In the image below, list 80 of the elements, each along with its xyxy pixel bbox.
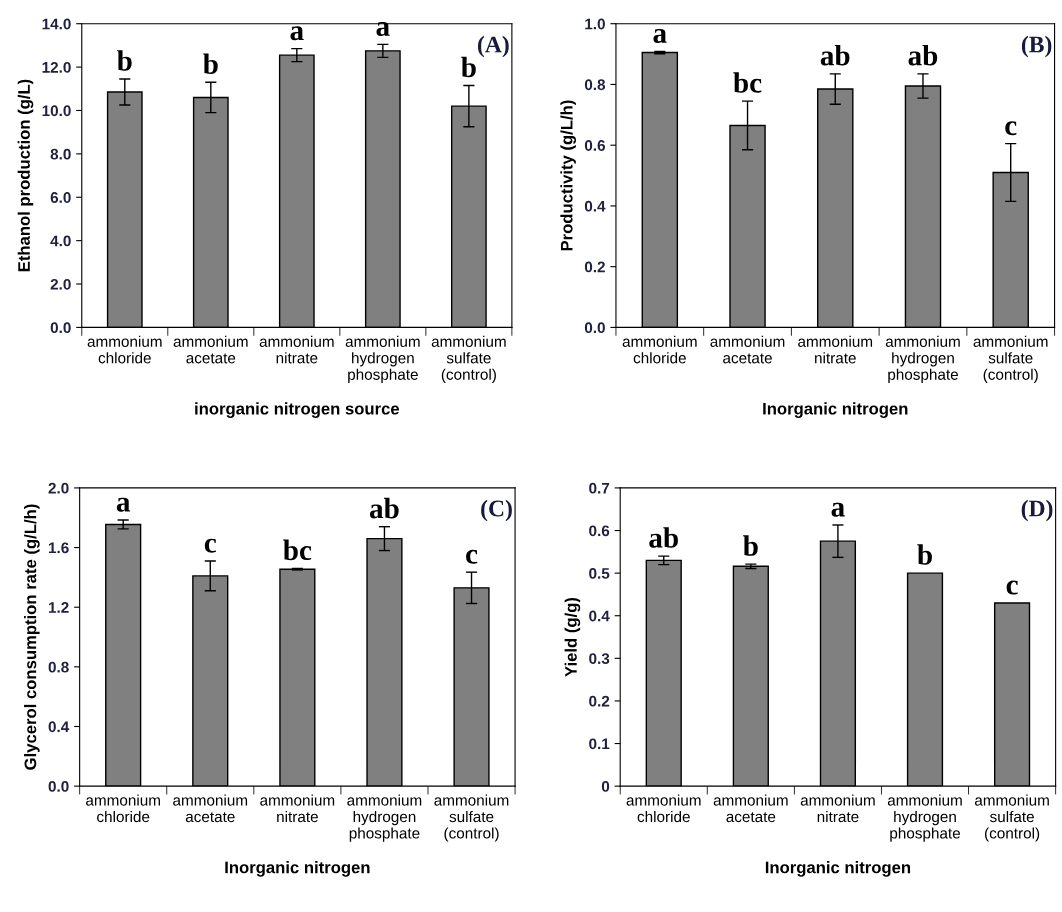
x-tick-label: ammonium hydrogen phosphate [345,335,420,383]
annotation: b [461,56,476,78]
annotation: bc [733,72,762,93]
annotation: ab [908,44,938,66]
x-tick-label: ammonium acetate [173,335,248,364]
x-tick-label: ammonium acetate [710,335,785,364]
y-tick-label: 14.0 [42,18,71,30]
y-tick-label: 0.0 [584,322,605,334]
x-tick-label: ammonium hydrogen phosphate [885,335,960,383]
y-tick-label: 0.2 [584,261,605,273]
annotation: c [1005,121,1017,136]
y-tick-label: 0.4 [584,200,606,212]
y-axis-title: Yield (g/g) [564,597,581,677]
x-tick-label: ammonium chloride [626,794,701,823]
annotation: (A) [477,35,509,58]
y-tick-label: 1.2 [48,602,69,613]
annotation: bc [283,539,312,561]
annotation: a [290,26,304,41]
annotation: ab [820,44,850,66]
annotation: c [204,538,217,553]
y-tick-label: 0.5 [589,567,610,579]
y-tick-label: 1.0 [585,18,605,30]
x-tick-label: ammonium nitrate [800,794,875,823]
y-tick-label: 12.0 [42,61,71,73]
x-tick-label: ammonium sulfate (control) [973,335,1048,383]
y-tick-label: 0.8 [48,661,69,673]
annotation: (D) [1021,499,1053,522]
y-tick-label: 0 [601,781,610,792]
y-tick-label: 0.6 [584,140,605,151]
x-tick-label: ammonium sulfate (control) [974,794,1049,842]
annotation: (C) [481,499,512,522]
y-tick-label: 0.6 [589,525,610,537]
x-axis-title: inorganic nitrogen source [195,402,400,418]
x-tick-label: ammonium chloride [87,335,162,364]
y-axis-title: Productivity (g/L/h) [560,100,576,251]
annotation: b [917,544,932,565]
x-tick-label: ammonium nitrate [798,335,873,364]
y-tick-label: 1.6 [48,542,69,554]
y-tick-label: 0.7 [589,482,610,494]
annotation: a [116,497,131,512]
x-tick-label: ammonium acetate [173,794,248,823]
annotation: b [743,535,758,556]
y-axis-title: Ethanol production (g/L) [17,79,34,272]
annotation: ab [649,527,678,548]
x-tick-label: ammonium nitrate [259,335,334,364]
y-tick-label: 0.8 [584,79,606,91]
y-tick-label: 2.0 [48,482,69,494]
y-tick-label: 10.0 [42,105,71,117]
annotation: b [117,50,132,71]
x-tick-label: ammonium sulfate (control) [431,335,506,383]
y-tick-label: 2.0 [50,278,71,290]
x-tick-label: ammonium hydrogen phosphate [347,794,422,842]
y-tick-label: 0.0 [50,322,71,334]
y-tick-label: 0.2 [589,695,610,707]
x-tick-label: ammonium sulfate (control) [434,794,509,842]
annotation: a [376,21,390,36]
annotation: a [831,502,845,517]
x-tick-label: ammonium hydrogen phosphate [887,794,962,842]
x-axis-title: Inorganic nitrogen [225,861,370,877]
annotation: b [203,53,218,74]
annotation: c [466,549,478,564]
x-tick-label: ammonium chloride [622,335,697,364]
annotation: (B) [1021,35,1052,58]
y-tick-label: 4.0 [50,235,71,247]
y-tick-label: 0.3 [589,653,610,665]
y-tick-label: 0.1 [589,738,610,750]
annotation: a [653,29,667,43]
y-axis-title: Glycerol consumption rate (g/L/h) [24,504,40,770]
x-axis-title: Inorganic nitrogen [765,861,911,877]
y-tick-label: 6.0 [50,192,71,203]
x-tick-label: ammonium acetate [713,794,788,823]
x-tick-label: ammonium chloride [86,794,160,823]
y-tick-label: 8.0 [50,148,71,160]
annotation: c [1006,580,1018,595]
annotation: ab [369,497,399,519]
y-tick-label: 0.0 [48,781,69,792]
x-tick-label: ammonium nitrate [260,794,335,823]
y-tick-label: 0.4 [589,610,610,622]
x-axis-title: Inorganic nitrogen [763,402,908,418]
y-tick-label: 0.4 [48,721,70,733]
